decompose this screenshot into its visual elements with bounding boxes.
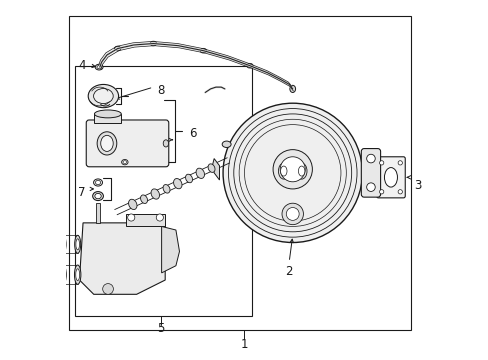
Ellipse shape	[88, 85, 118, 108]
Ellipse shape	[278, 163, 288, 179]
Ellipse shape	[150, 41, 156, 46]
Bar	[75, 66, 251, 316]
Ellipse shape	[76, 239, 80, 250]
Bar	[69, 16, 410, 330]
Ellipse shape	[298, 166, 304, 176]
Ellipse shape	[128, 199, 137, 210]
Circle shape	[127, 214, 135, 221]
Ellipse shape	[246, 63, 253, 68]
Ellipse shape	[140, 195, 147, 203]
Ellipse shape	[289, 85, 295, 93]
Text: 5: 5	[157, 322, 164, 335]
Circle shape	[397, 161, 402, 165]
Text: 3: 3	[413, 179, 421, 192]
Text: 4: 4	[78, 59, 85, 72]
Ellipse shape	[208, 164, 215, 172]
Ellipse shape	[93, 179, 102, 186]
Ellipse shape	[61, 236, 66, 253]
Text: 8: 8	[157, 84, 164, 97]
Circle shape	[272, 150, 312, 189]
Bar	[125, 214, 165, 226]
Bar	[96, 203, 100, 223]
Ellipse shape	[163, 140, 168, 147]
Circle shape	[366, 154, 374, 163]
Ellipse shape	[296, 163, 306, 179]
Polygon shape	[80, 223, 165, 294]
Text: 1: 1	[240, 338, 248, 351]
FancyBboxPatch shape	[86, 120, 168, 167]
Circle shape	[379, 161, 383, 165]
Circle shape	[156, 214, 163, 221]
Circle shape	[223, 103, 362, 243]
Ellipse shape	[97, 132, 117, 155]
Ellipse shape	[151, 189, 159, 199]
Text: 7: 7	[78, 186, 85, 199]
Ellipse shape	[280, 166, 286, 176]
Ellipse shape	[101, 135, 113, 152]
Ellipse shape	[93, 192, 103, 201]
Ellipse shape	[74, 265, 81, 284]
Ellipse shape	[75, 235, 81, 253]
Ellipse shape	[384, 167, 397, 187]
Ellipse shape	[61, 266, 66, 284]
FancyBboxPatch shape	[361, 149, 380, 197]
Ellipse shape	[163, 185, 170, 193]
Circle shape	[280, 157, 305, 182]
Polygon shape	[212, 158, 219, 180]
Ellipse shape	[173, 179, 182, 189]
Circle shape	[282, 203, 303, 225]
Ellipse shape	[95, 193, 101, 199]
Circle shape	[366, 183, 374, 192]
Ellipse shape	[123, 161, 126, 163]
Ellipse shape	[222, 141, 231, 148]
Ellipse shape	[97, 66, 101, 69]
Circle shape	[397, 190, 402, 194]
Ellipse shape	[95, 180, 101, 185]
Ellipse shape	[93, 89, 113, 104]
Ellipse shape	[94, 110, 121, 118]
Ellipse shape	[196, 168, 204, 179]
Ellipse shape	[200, 48, 206, 53]
Ellipse shape	[95, 64, 103, 70]
Text: 2: 2	[285, 265, 292, 278]
Circle shape	[285, 207, 299, 220]
Ellipse shape	[122, 159, 128, 165]
Ellipse shape	[185, 174, 192, 183]
Ellipse shape	[114, 46, 121, 51]
Circle shape	[102, 284, 113, 294]
Text: 6: 6	[189, 127, 196, 140]
Circle shape	[379, 190, 383, 194]
FancyBboxPatch shape	[376, 157, 405, 198]
Polygon shape	[162, 226, 179, 273]
Bar	[94, 114, 121, 123]
Ellipse shape	[76, 269, 80, 280]
